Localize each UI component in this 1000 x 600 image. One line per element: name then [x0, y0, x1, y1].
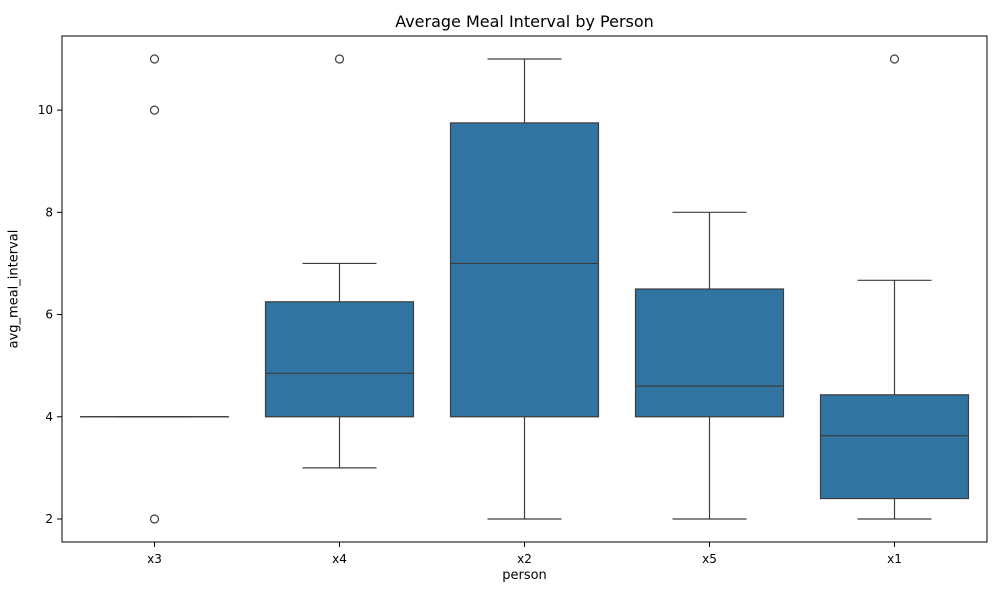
y-tick-label: 8 [45, 205, 53, 219]
y-tick-label: 2 [45, 512, 53, 526]
x-tick-label: x5 [702, 552, 717, 566]
y-tick-label: 4 [45, 410, 53, 424]
x-axis-label: person [502, 568, 547, 583]
chart-title: Average Meal Interval by Person [395, 12, 654, 31]
y-tick-label: 10 [38, 103, 53, 117]
outlier-point [334, 54, 345, 64]
box-x2 [449, 122, 600, 418]
outlier-point [149, 105, 160, 115]
x-tick-label: x4 [332, 552, 347, 566]
x-tick-label: x3 [147, 552, 162, 566]
box-x4 [264, 301, 415, 418]
box-x1 [819, 394, 970, 500]
y-tick-label: 6 [45, 308, 53, 322]
outlier-point [889, 54, 900, 64]
x-tick-label: x1 [887, 552, 902, 566]
outlier-point [149, 54, 160, 64]
outlier-point [149, 514, 160, 524]
box-x5 [634, 288, 785, 418]
x-tick-label: x2 [517, 552, 532, 566]
